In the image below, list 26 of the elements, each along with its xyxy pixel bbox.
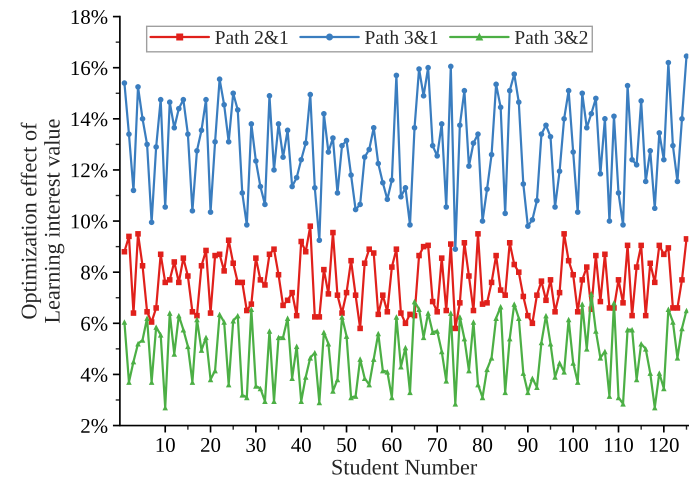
x-tick-label: 10 — [156, 438, 175, 452]
y-tick-label: 6% — [81, 316, 108, 331]
x-tick-label: 80 — [472, 438, 492, 452]
y-tick-label: 10% — [72, 214, 108, 229]
y-tick-label: 2% — [81, 418, 108, 434]
y-axis-title: Optimization effect of Learning interest value — [20, 119, 64, 323]
x-tick-label: 90 — [518, 438, 538, 452]
y-tick-label: 16% — [72, 61, 108, 76]
x-tick-label: 20 — [201, 438, 220, 452]
x-tick-label: 50 — [337, 438, 356, 452]
y-tick-label: 4% — [80, 368, 108, 382]
legend-label: Path 3&1 — [365, 30, 438, 44]
legend-label: Path 2&1 — [215, 30, 288, 44]
x-tick-label: 40 — [291, 438, 311, 452]
x-tick-label: 110 — [605, 438, 633, 452]
y-tick-label: 14% — [72, 112, 108, 126]
x-tick-label: 70 — [428, 438, 447, 452]
y-tick-label: 12% — [72, 163, 108, 178]
x-tick-label: 100 — [559, 438, 588, 452]
x-axis-title: Student Number — [332, 459, 478, 475]
y-tick-label: 8% — [81, 266, 108, 280]
legend-label: Path 3&2 — [514, 30, 588, 44]
x-tick-label: 120 — [650, 438, 679, 452]
x-tick-label: 60 — [382, 438, 402, 452]
y-tick-label: 18% — [72, 10, 108, 24]
x-tick-label: 30 — [246, 438, 266, 452]
